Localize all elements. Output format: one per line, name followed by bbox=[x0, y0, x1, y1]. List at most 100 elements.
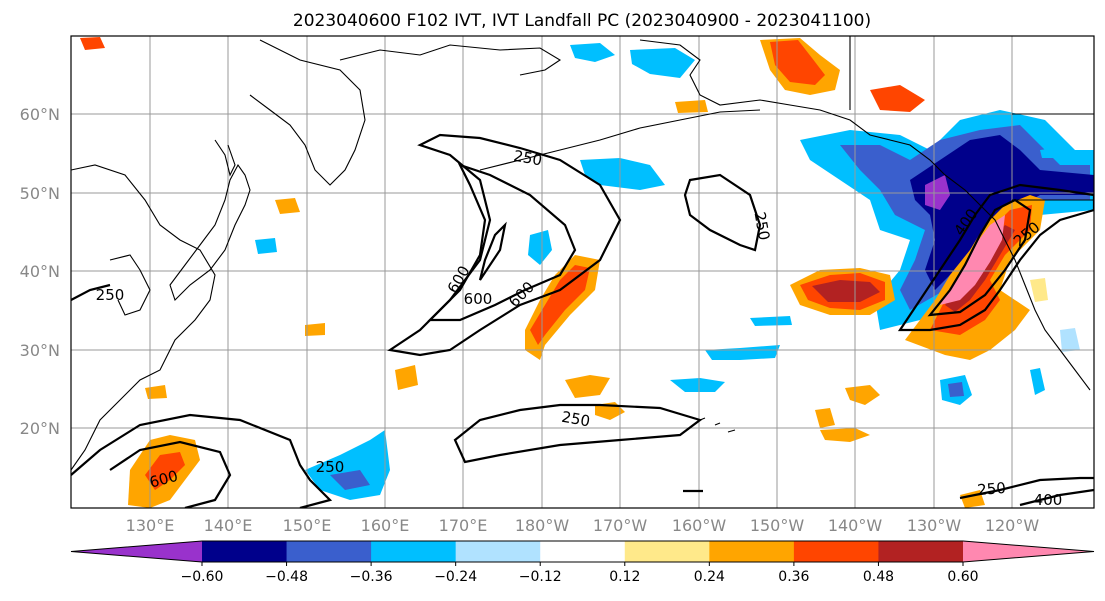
coastline-kamchatka bbox=[249, 39, 366, 186]
contour-250-asia bbox=[71, 283, 111, 301]
negative-patch-westpac bbox=[305, 430, 390, 500]
contour-400-se bbox=[1019, 488, 1094, 507]
contour-600-westpac bbox=[109, 440, 232, 508]
positive-patch-small-3 bbox=[675, 100, 708, 113]
positive-patch-southeast-1 bbox=[845, 385, 880, 405]
lon-label: 120°W bbox=[985, 516, 1040, 535]
colorbar-extension-low bbox=[71, 541, 202, 562]
contour-600-pacific bbox=[427, 163, 577, 322]
colorbar-segment bbox=[455, 541, 541, 562]
lat-label: 40°N bbox=[20, 262, 60, 281]
contour-label: 600 bbox=[464, 290, 493, 308]
positive-patch-small-2 bbox=[395, 365, 418, 390]
contour-label: 250 bbox=[751, 210, 774, 241]
colorbar bbox=[70, 540, 1095, 563]
ivt-anomaly-fields bbox=[80, 37, 1094, 508]
positive-patch-coast-peak bbox=[940, 215, 1005, 305]
negative-patch-small-7 bbox=[1040, 148, 1058, 158]
figure-title: 2023040600 F102 IVT, IVT Landfall PC (20… bbox=[293, 11, 871, 31]
negative-patch-east bbox=[670, 378, 725, 392]
coastline-korea bbox=[109, 254, 151, 316]
colorbar-segment bbox=[878, 541, 964, 562]
coastline-aleutians bbox=[479, 109, 761, 171]
colorbar-segment bbox=[709, 541, 795, 562]
lon-label: 150°E bbox=[283, 516, 332, 535]
positive-patch-small-4 bbox=[80, 37, 105, 50]
lon-label: 160°W bbox=[672, 516, 727, 535]
positive-patch-central-red bbox=[530, 265, 590, 345]
colorbar-segment bbox=[540, 541, 626, 562]
latitude-labels: 60°N 50°N 40°N 30°N 20°N bbox=[20, 105, 60, 438]
contour-label: 400 bbox=[1034, 491, 1063, 509]
graticule bbox=[71, 36, 1094, 508]
negative-patch-small-3 bbox=[750, 316, 792, 326]
contour-250-coast bbox=[897, 183, 1094, 332]
positive-patch-westpac-red bbox=[145, 452, 185, 490]
negative-patch-bering bbox=[570, 43, 615, 62]
lat-label: 30°N bbox=[20, 341, 60, 360]
coastline-asia bbox=[71, 164, 216, 471]
coastline-siberia bbox=[339, 44, 562, 76]
positive-patch-bering-red bbox=[770, 40, 825, 85]
colorbar-segment bbox=[624, 541, 710, 562]
contour-250-south bbox=[453, 403, 703, 464]
colorbar-segment bbox=[371, 541, 457, 562]
lon-label: 160°E bbox=[361, 516, 410, 535]
colorbar-segment bbox=[202, 541, 288, 562]
lon-label: 140°W bbox=[828, 516, 883, 535]
colorbar-tick-label: 0.48 bbox=[863, 569, 894, 585]
negative-patch-westpac-core bbox=[330, 470, 370, 490]
border-canada bbox=[849, 36, 1094, 201]
contour-600-inner bbox=[478, 221, 507, 281]
coastline-alaska bbox=[639, 39, 1091, 391]
ivt-contours bbox=[71, 133, 1094, 508]
contour-label: 250 bbox=[316, 458, 345, 476]
contour-250-pacific bbox=[387, 133, 622, 357]
negative-patch-aleutians bbox=[580, 158, 665, 190]
negative-patch-small-4 bbox=[255, 238, 277, 254]
colorbar-tick-label: 0.36 bbox=[778, 569, 809, 585]
colorbar-tick-label: −0.48 bbox=[265, 569, 308, 585]
colorbar-extension-high bbox=[963, 541, 1094, 562]
lat-label: 60°N bbox=[20, 105, 60, 124]
colorbar-tick-label: 0.24 bbox=[694, 569, 725, 585]
negative-patch-small-6 bbox=[1060, 328, 1080, 352]
lon-label: 170°E bbox=[439, 516, 488, 535]
positive-patch-southeast-3 bbox=[820, 428, 870, 442]
lon-label: 170°W bbox=[593, 516, 648, 535]
contour-label: 250 bbox=[977, 479, 1007, 499]
contour-250-westpac bbox=[71, 413, 333, 508]
contour-label: 250 bbox=[96, 286, 125, 304]
contour-label: 250 bbox=[560, 408, 591, 431]
negative-patch-small-5 bbox=[1030, 368, 1045, 395]
colorbar-tick-labels: −0.60 −0.48 −0.36 −0.24 −0.12 0.12 0.24 0.36 0.4… bbox=[181, 562, 979, 585]
positive-patch-hawaii-1 bbox=[565, 375, 610, 398]
lon-label: 140°E bbox=[204, 516, 253, 535]
colorbar-tick-label: −0.12 bbox=[519, 569, 562, 585]
coastline-japan bbox=[169, 163, 251, 302]
positive-patch-small-1 bbox=[275, 198, 300, 214]
lon-label: 130°W bbox=[907, 516, 962, 535]
colorbar-segment bbox=[286, 541, 372, 562]
lon-label: 130°E bbox=[126, 516, 175, 535]
colorbar-tick-label: 0.60 bbox=[947, 569, 978, 585]
colorbar-tick-label: −0.60 bbox=[181, 569, 224, 585]
positive-patch-bering-2 bbox=[870, 85, 925, 112]
negative-patch-small-2 bbox=[948, 382, 964, 397]
colorbar-tick-label: 0.12 bbox=[609, 569, 640, 585]
contour-250-east bbox=[683, 173, 762, 252]
lon-label: 150°W bbox=[750, 516, 805, 535]
negative-patch-hawaii-north bbox=[705, 345, 780, 360]
contour-label: 250 bbox=[512, 147, 543, 170]
lat-label: 20°N bbox=[20, 419, 60, 438]
colorbar-tick-label: −0.24 bbox=[434, 569, 477, 585]
lat-label: 50°N bbox=[20, 184, 60, 203]
longitude-labels: 130°E 140°E 150°E 160°E 170°E 180°W 170°… bbox=[126, 516, 1040, 535]
lon-label: 180°W bbox=[515, 516, 570, 535]
coastlines bbox=[71, 36, 1094, 471]
negative-patch-central bbox=[528, 230, 552, 265]
colorbar-tick-label: −0.36 bbox=[350, 569, 393, 585]
positive-patch-east-pac-dark bbox=[812, 280, 880, 302]
positive-patch-small-8 bbox=[1030, 278, 1048, 302]
